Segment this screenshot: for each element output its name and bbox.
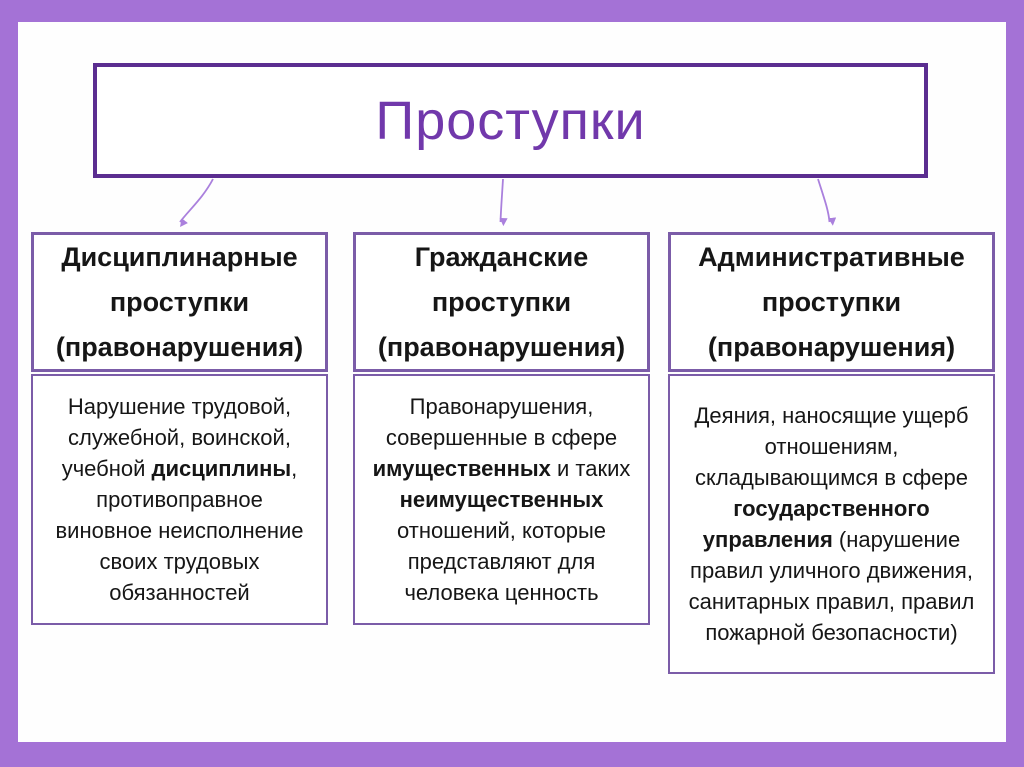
connector-arrow-right [817,178,837,226]
connector-arrows [179,178,837,227]
title-box: Проступки [93,63,928,178]
connector-arrow-middle [499,178,508,227]
category-header-civil: Гражданские проступки (правонарушения) [353,232,650,372]
category-header-label: Дисциплинарные проступки (правонарушения… [55,241,304,362]
category-body-text: Нарушение трудовой, служебной, воинской,… [55,394,304,605]
category-header-label: Административные проступки (правонарушен… [698,241,965,362]
category-body-disciplinary: Нарушение трудовой, служебной, воинской,… [31,374,328,625]
category-column-administrative: Административные проступки (правонарушен… [668,232,995,674]
connector-arrow-left [179,178,214,227]
category-column-disciplinary: Дисциплинарные проступки (правонарушения… [31,232,328,625]
category-header-administrative: Административные проступки (правонарушен… [668,232,995,372]
diagram-title: Проступки [375,90,646,151]
category-header-label: Гражданские проступки (правонарушения) [377,241,626,362]
category-body-text: Правонарушения, совершенные в сфере имущ… [372,394,631,605]
category-body-civil: Правонарушения, совершенные в сфере имущ… [353,374,650,625]
category-header-disciplinary: Дисциплинарные проступки (правонарушения… [31,232,328,372]
category-body-text: Деяния, наносящие ущерб отношениям, скла… [688,403,975,645]
category-body-administrative: Деяния, наносящие ущерб отношениям, скла… [668,374,995,674]
diagram-canvas: Проступки Дисциплинарные проступки (прав… [18,22,1006,742]
category-column-civil: Гражданские проступки (правонарушения) П… [353,232,650,625]
